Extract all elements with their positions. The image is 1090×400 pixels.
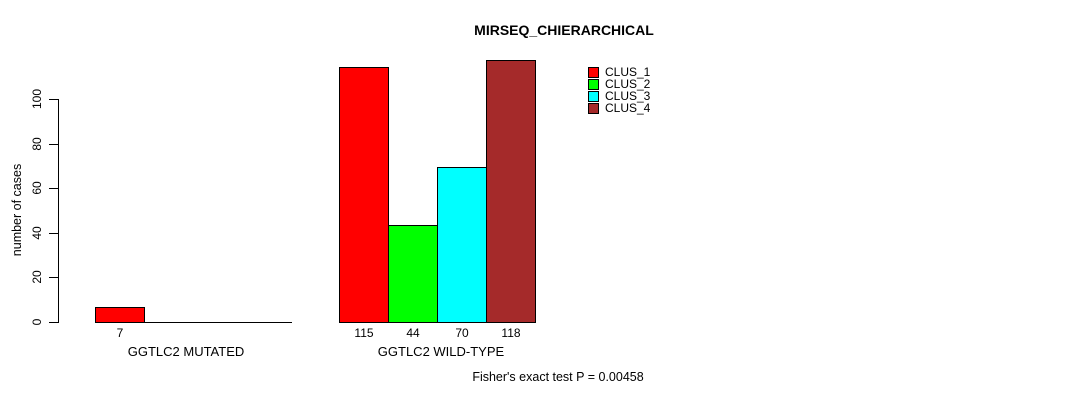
bar-clus_4 [486,60,536,323]
legend-swatch-clus_4 [588,102,599,114]
y-axis-title: number of cases [10,163,24,257]
bar-value-label: 118 [501,326,521,340]
y-tick-label: 60 [30,181,44,195]
bar-clus_1 [339,67,389,323]
bar-clus_1 [95,307,145,323]
bar-value-label: 115 [354,326,374,340]
legend-row: CLUS_1 [588,66,650,78]
bar-value-label: 44 [406,326,420,340]
legend-label: CLUS_1 [605,65,651,79]
y-tick [49,144,58,145]
y-tick-label: 80 [30,137,44,151]
chart-title: MIRSEQ_CHIERARCHICAL [474,22,654,38]
y-tick-label: 100 [30,88,44,110]
y-tick [49,99,58,100]
legend-row: CLUS_3 [588,90,650,102]
bar-clus_3 [437,167,487,323]
legend-label: CLUS_4 [605,101,651,115]
legend-label: CLUS_3 [605,89,651,103]
legend-swatch-clus_3 [588,90,599,102]
y-tick-label: 0 [30,318,44,326]
y-tick [49,322,58,323]
y-tick-label: 40 [30,226,44,240]
legend-swatch-clus_1 [588,66,599,78]
legend-label: CLUS_2 [605,77,651,91]
group-label: GGTLC2 WILD-TYPE [377,344,505,359]
legend-row: CLUS_2 [588,78,650,90]
fisher-test-note: Fisher's exact test P = 0.00458 [472,370,644,384]
y-tick [49,188,58,189]
bar-value-label: 7 [116,326,124,340]
legend-swatch-clus_2 [588,78,599,90]
y-axis-line [58,99,59,323]
bar-value-label: 70 [455,326,469,340]
legend-row: CLUS_4 [588,102,650,114]
bar-clus_2 [388,225,438,323]
y-tick [49,277,58,278]
group-baseline [95,322,292,323]
y-tick [49,233,58,234]
group-label: GGTLC2 MUTATED [127,344,245,359]
y-tick-label: 20 [30,270,44,284]
